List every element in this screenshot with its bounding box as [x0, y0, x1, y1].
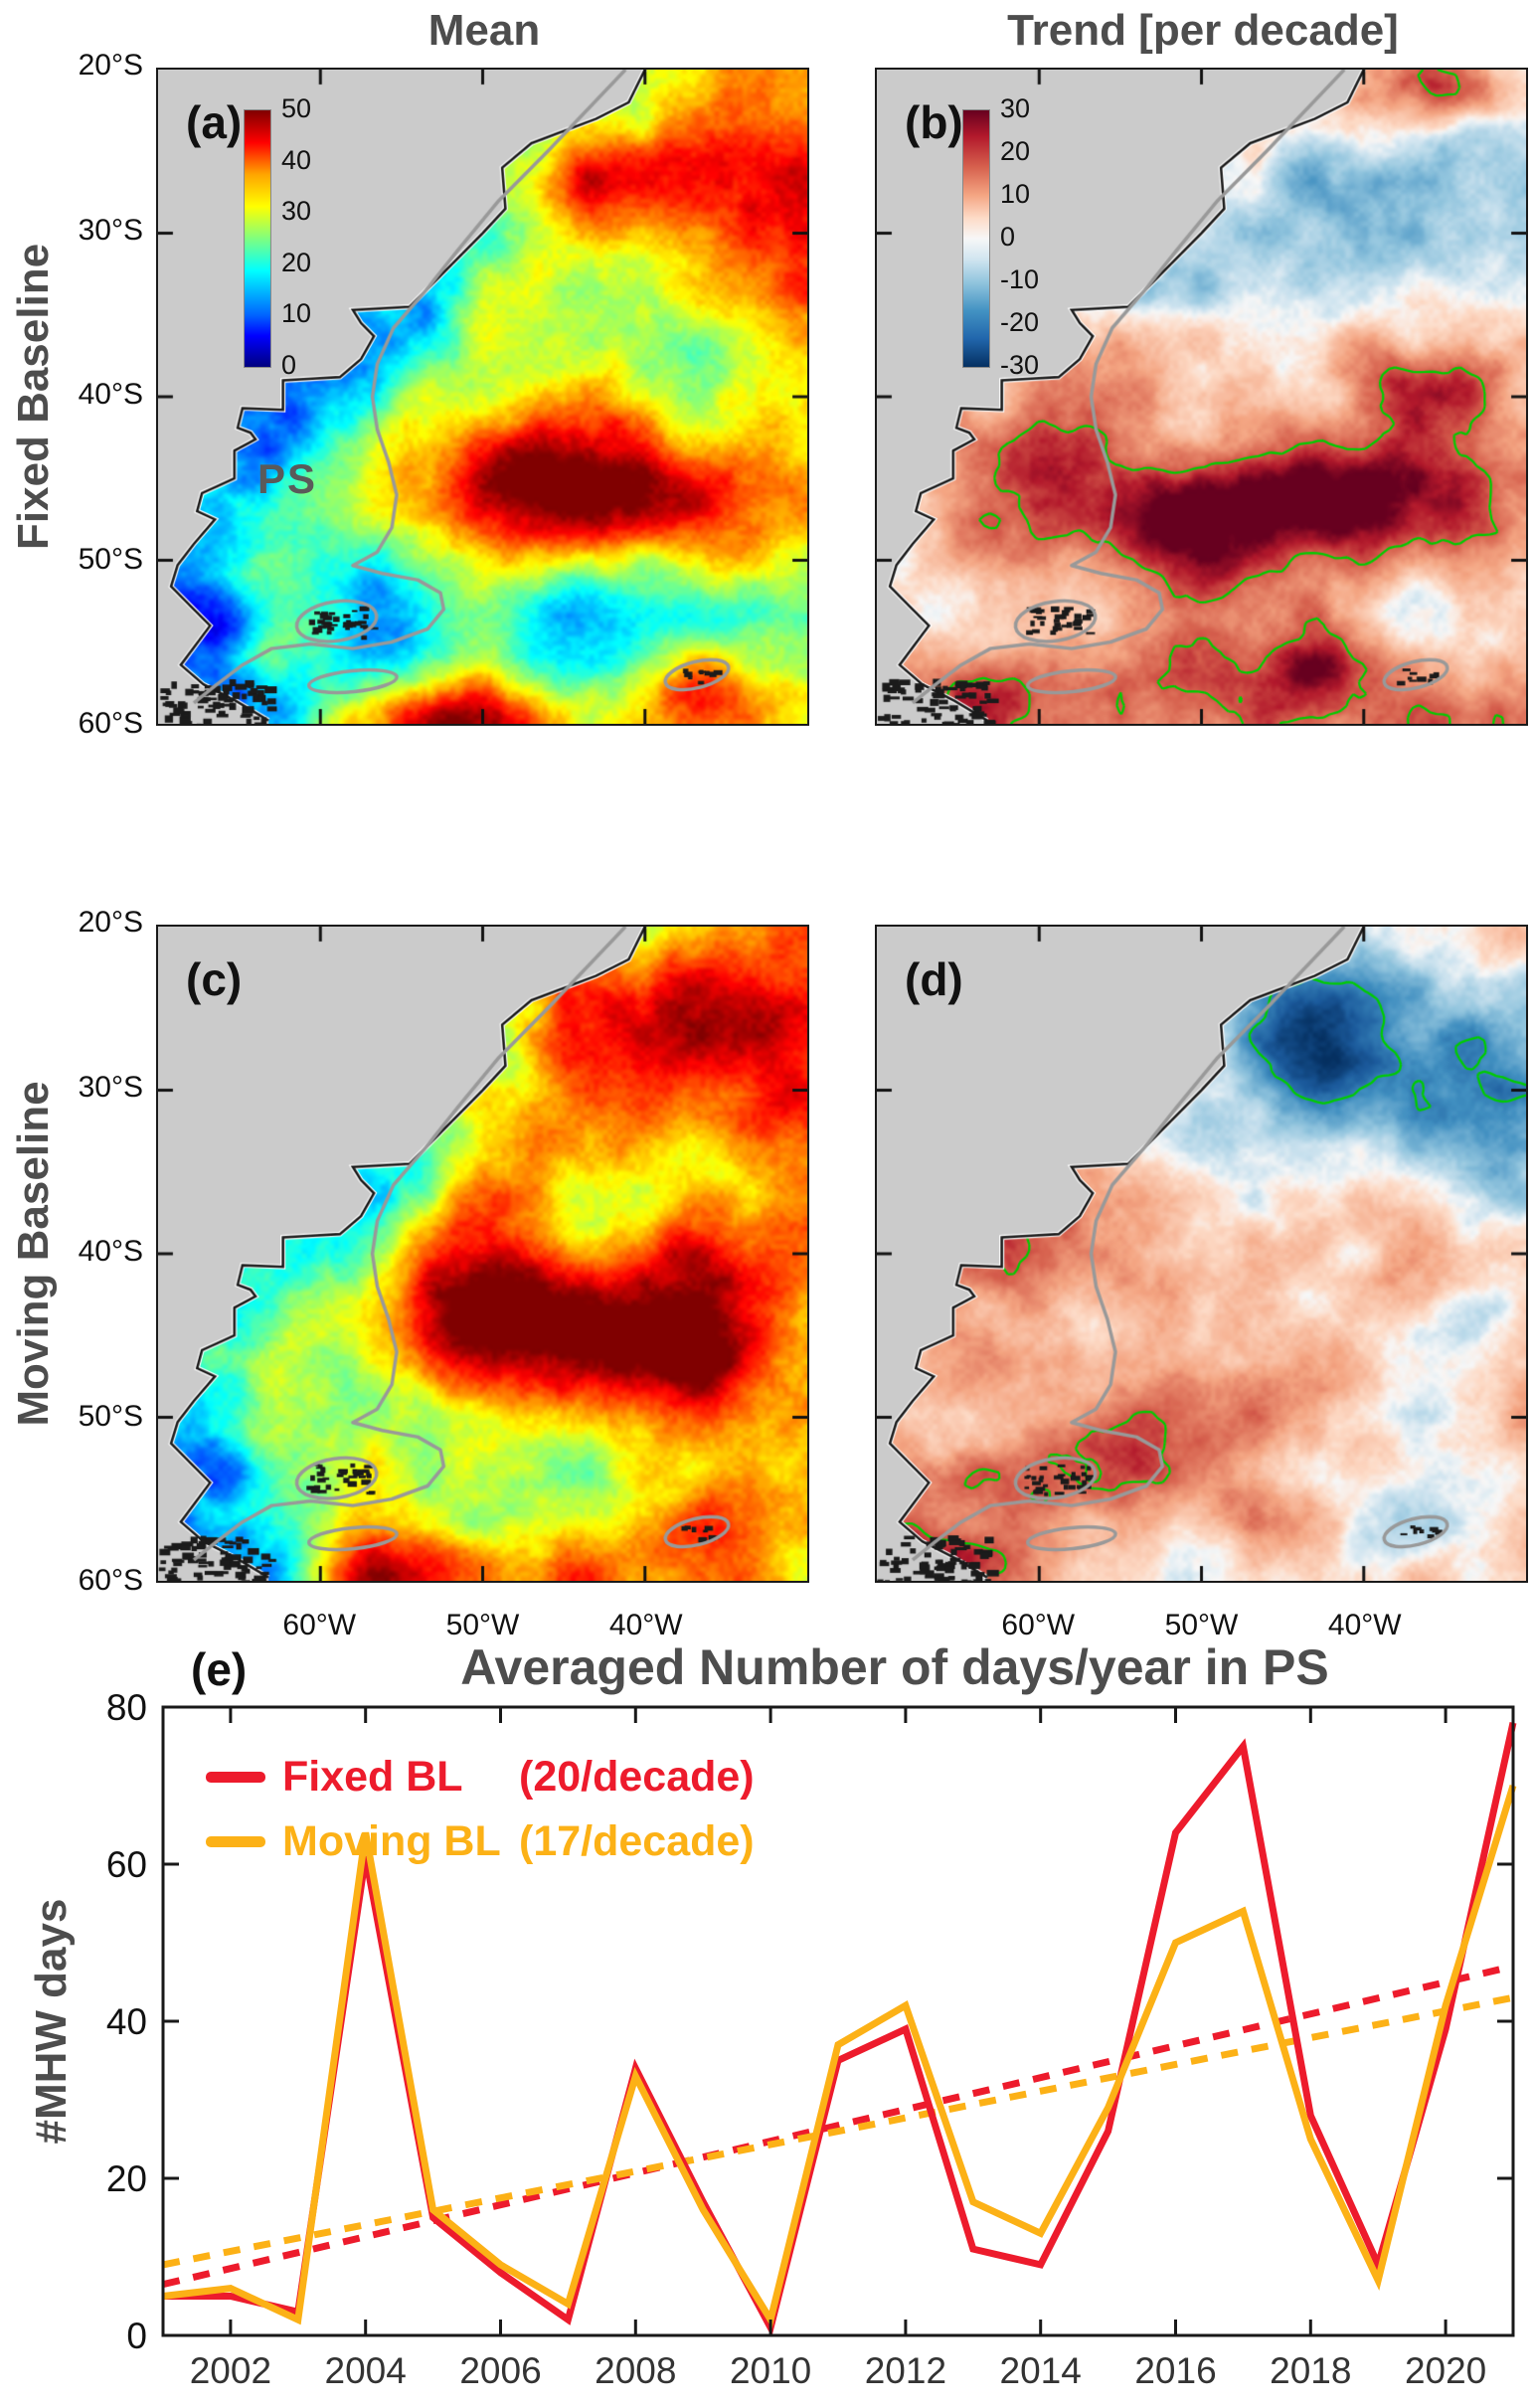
colorbar-gradient — [962, 109, 990, 368]
x-tick-label-2004: 2004 — [325, 2350, 407, 2391]
legend-item-moving-bl: Moving BL (17/decade) — [206, 1817, 755, 1866]
colorbar-tick--20: -20 — [1000, 307, 1040, 337]
lat-tick-label-row2-50s: 50°S — [78, 1399, 143, 1433]
map-panel-trend-moving: (d) — [875, 925, 1528, 1583]
x-tick-label-2006: 2006 — [459, 2350, 541, 2391]
heatmap-mean-moving — [158, 927, 807, 1581]
colorbar-trend: 30 20 10 0 -10 -20 -30 — [962, 93, 1151, 406]
legend-label-fixed: Fixed BL — [282, 1753, 463, 1801]
lat-tick-label-row2-30s: 30°S — [78, 1070, 143, 1104]
y-tick-label-0: 0 — [126, 2316, 147, 2356]
x-tick-label-2012: 2012 — [865, 2350, 946, 2391]
map-panel-trend-fixed: (b) 30 20 10 0 -10 -20 -30 — [875, 68, 1528, 726]
colorbar-tick-30: 30 — [281, 196, 312, 226]
data-line-fixed-bl — [163, 1722, 1517, 2337]
legend-swatch-fixed — [206, 1772, 265, 1783]
colorbar-tick-20: 20 — [281, 247, 312, 277]
heatmap-trend-moving — [877, 927, 1526, 1581]
colorbar-tick-0: 0 — [281, 349, 297, 380]
chart-title: Averaged Number of days/year in PS — [460, 1639, 1329, 1695]
colorbar-tick-10: 10 — [1000, 179, 1031, 209]
column-title-mean: Mean — [427, 6, 541, 55]
lon-tick-label-col2-40w: 40°W — [1327, 1609, 1402, 1641]
colorbar-tick-0: 0 — [1000, 222, 1016, 252]
colorbar-tick-40: 40 — [281, 144, 312, 175]
colorbar-tick--30: -30 — [1000, 350, 1040, 380]
lat-tick-label-row2-20s: 20°S — [78, 906, 143, 939]
colorbar-tick-50: 50 — [281, 93, 312, 123]
x-tick-label-2020: 2020 — [1405, 2350, 1486, 2391]
colorbar-tick-10: 10 — [281, 298, 312, 328]
lat-tick-label-row1-50s: 50°S — [78, 542, 143, 576]
y-tick-label-80: 80 — [106, 1687, 147, 1728]
column-title-trend: Trend [per decade] — [1007, 6, 1399, 55]
panel-letter-d: (d) — [905, 953, 963, 1005]
x-tick-label-2010: 2010 — [730, 2350, 811, 2391]
colorbar-mean: 50 40 30 20 10 0 — [244, 93, 432, 406]
lon-tick-label-col2-60w: 60°W — [1001, 1609, 1076, 1641]
legend-rate-moving: (17/decade) — [519, 1817, 755, 1865]
y-tick-label-60: 60 — [106, 1844, 147, 1885]
chart-y-axis-label: #MHW days — [27, 1898, 76, 2145]
y-tick-label-20: 20 — [106, 2158, 147, 2199]
lat-tick-label-row2-60s: 60°S — [78, 1564, 143, 1597]
legend-item-fixed-bl: Fixed BL (20/decade) — [206, 1753, 755, 1802]
map-panel-mean-moving: (c) — [156, 925, 809, 1583]
lat-tick-label-row1-30s: 30°S — [78, 213, 143, 247]
panel-letter-b: (b) — [905, 96, 963, 148]
map-panel-mean-fixed: (a) 50 40 30 20 10 0 PS — [156, 68, 809, 726]
x-tick-label-2008: 2008 — [595, 2350, 676, 2391]
lon-tick-label-col1-60w: 60°W — [282, 1609, 357, 1641]
x-tick-label-2014: 2014 — [1000, 2350, 1082, 2391]
legend-swatch-moving — [206, 1836, 265, 1847]
legend-label-moving: Moving BL — [282, 1817, 501, 1865]
trend-line-fixed-bl — [162, 1963, 1514, 2289]
lat-tick-label-row1-60s: 60°S — [78, 707, 143, 740]
colorbar-tick--10: -10 — [1000, 264, 1040, 294]
x-tick-label-2002: 2002 — [190, 2350, 271, 2391]
y-tick-label-40: 40 — [106, 2001, 147, 2042]
x-tick-label-2016: 2016 — [1134, 2350, 1216, 2391]
colorbar-gradient — [244, 109, 271, 368]
colorbar-tick-30: 30 — [1000, 93, 1031, 123]
lat-tick-label-row1-40s: 40°S — [78, 378, 143, 411]
lon-tick-label-col1-40w: 40°W — [608, 1609, 683, 1641]
x-tick-label-2018: 2018 — [1270, 2350, 1351, 2391]
lon-tick-label-col2-50w: 50°W — [1164, 1609, 1239, 1641]
trend-line-moving-bl — [162, 1993, 1514, 2269]
lon-tick-label-col1-50w: 50°W — [445, 1609, 520, 1641]
legend-rate-fixed: (20/decade) — [519, 1753, 755, 1801]
colorbar-tick-20: 20 — [1000, 136, 1031, 166]
lat-tick-label-row2-40s: 40°S — [78, 1235, 143, 1268]
panel-letter-a: (a) — [186, 96, 243, 148]
panel-letter-c: (c) — [186, 953, 243, 1005]
lat-tick-label-row1-20s: 20°S — [78, 49, 143, 82]
patagonian-shelf-label: PS — [257, 455, 318, 502]
panel-letter-e: (e) — [191, 1643, 248, 1695]
